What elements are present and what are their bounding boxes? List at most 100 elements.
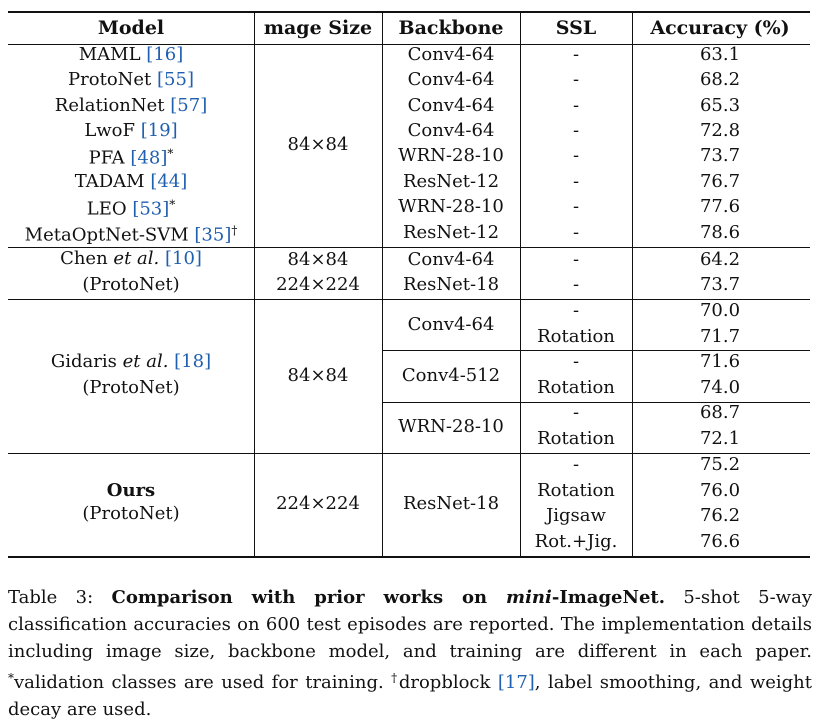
table-row-ssl: Rotation xyxy=(537,326,615,347)
table-row-ssl: - xyxy=(572,69,580,90)
table-row-ssl: Rotation xyxy=(537,428,615,449)
group3-model-line2: (ProtoNet) xyxy=(82,377,180,398)
table-row-ssl: - xyxy=(572,44,580,65)
table-row-acc: 70.0 xyxy=(699,300,741,321)
group4-backbone: ResNet-18 xyxy=(402,493,500,514)
citation-link[interactable]: [44] xyxy=(150,171,188,192)
block-backbone: WRN-28-10 xyxy=(398,416,504,437)
citation-link[interactable]: [10] xyxy=(164,248,202,269)
group1-size: 84×84 xyxy=(287,134,349,155)
table-row-acc: 64.2 xyxy=(699,249,741,270)
group-rule-1 xyxy=(8,247,810,248)
header-backbone: Backbone xyxy=(398,17,504,39)
citation-link[interactable]: [55] xyxy=(157,69,194,90)
table-row-backbone: Conv4-64 xyxy=(407,95,495,116)
group4-model-line2: (ProtoNet) xyxy=(82,503,180,524)
citation-link[interactable]: [16] xyxy=(146,44,184,65)
header-accuracy: Accuracy (%) xyxy=(650,17,790,39)
block-backbone: Conv4-64 xyxy=(407,314,495,335)
table-row-ssl: - xyxy=(572,454,580,475)
table-row-model: ProtoNet [55] xyxy=(68,69,194,91)
model-name: MetaOptNet-SVM xyxy=(24,224,195,246)
model-etal: et al. xyxy=(113,248,160,269)
caption-text: 5-shot 5-way classification accuracies o… xyxy=(8,587,812,662)
group4-size: 224×224 xyxy=(276,493,360,514)
table-row-acc: 74.0 xyxy=(699,377,741,398)
block-rule-1 xyxy=(382,350,810,351)
table-row-ssl: - xyxy=(572,196,580,217)
caption-title: Comparison with prior works on mini-Imag… xyxy=(111,587,665,608)
table-row-model: MetaOptNet-SVM [35]† xyxy=(25,220,238,247)
citation-link[interactable]: [48] xyxy=(130,147,168,169)
table-row-backbone: Conv4-64 xyxy=(407,249,495,270)
table-row-backbone: WRN-28-10 xyxy=(398,145,504,166)
table-row-acc: 72.8 xyxy=(699,120,741,141)
citation-link[interactable]: [17] xyxy=(497,672,535,693)
caption-text: , label smoothing, and weight decay are … xyxy=(8,672,813,720)
model-name: MAML xyxy=(78,44,147,65)
table-row-backbone: ResNet-12 xyxy=(402,222,500,243)
table-row-acc: 77.6 xyxy=(699,196,741,217)
table-row-backbone: WRN-28-10 xyxy=(398,196,504,217)
col-divider-3 xyxy=(520,12,521,556)
table-row-backbone: Conv4-64 xyxy=(407,69,495,90)
col-divider-1 xyxy=(254,12,255,556)
table-row-acc: 71.6 xyxy=(699,351,741,372)
group3-model-line1: Gidaris et al. [18] xyxy=(51,351,211,373)
table-row-acc: 68.7 xyxy=(699,402,741,423)
model-name: RelationNet xyxy=(54,95,171,116)
group2-model-line2: (ProtoNet) xyxy=(82,274,180,295)
table-row-acc: 76.2 xyxy=(699,505,741,526)
footnote-mark: † xyxy=(231,223,238,238)
group3-size: 84×84 xyxy=(287,365,349,386)
header-image-size: mage Size xyxy=(263,17,373,39)
table-row-ssl: - xyxy=(572,222,580,243)
table-row-ssl: - xyxy=(572,95,580,116)
table-row-backbone: ResNet-18 xyxy=(402,274,500,295)
table-caption: Table 3: Comparison with prior works on … xyxy=(8,584,812,723)
model-name: ProtoNet xyxy=(68,69,158,90)
block-backbone: Conv4-512 xyxy=(401,365,501,386)
citation-link[interactable]: [19] xyxy=(140,120,178,141)
table-row-acc: 68.2 xyxy=(699,69,741,90)
model-name: LEO xyxy=(86,198,133,220)
table-row-backbone: Conv4-64 xyxy=(407,44,495,65)
citation-link[interactable]: [18] xyxy=(174,351,212,372)
table-row-ssl: Rot.+Jig. xyxy=(534,531,618,552)
top-rule xyxy=(8,11,810,13)
model-name: Chen xyxy=(60,248,114,269)
group2-model-line1: Chen et al. [10] xyxy=(60,248,202,270)
caption-text: validation classes are used for training… xyxy=(14,672,392,693)
table-row-acc: 63.1 xyxy=(699,44,741,65)
footnote-mark: * xyxy=(167,146,174,161)
citation-link[interactable]: [57] xyxy=(170,95,208,116)
footnote-mark: † xyxy=(391,671,399,685)
table-row-ssl: - xyxy=(572,300,580,321)
bottom-rule xyxy=(8,556,810,558)
caption-text: dropblock xyxy=(398,672,498,693)
table-row-model: RelationNet [57] xyxy=(55,95,207,117)
table-row-backbone: ResNet-12 xyxy=(402,171,500,192)
table-row-ssl: Rotation xyxy=(537,377,615,398)
table-row-ssl: Rotation xyxy=(537,480,615,501)
table-row-acc: 76.7 xyxy=(699,171,741,192)
table-row-ssl: - xyxy=(572,249,580,270)
table-row-acc: 71.7 xyxy=(699,326,741,347)
col-divider-4 xyxy=(632,12,633,556)
header-rule xyxy=(8,44,810,45)
caption-label: Table 3: xyxy=(8,587,112,608)
block-rule-2 xyxy=(382,402,810,403)
header-model: Model xyxy=(97,17,165,39)
table-row-backbone: Conv4-64 xyxy=(407,120,495,141)
footnote-mark: * xyxy=(8,671,14,685)
table-row-size: 224×224 xyxy=(276,274,360,295)
citation-link[interactable]: [53] xyxy=(132,198,170,220)
header-ssl: SSL xyxy=(555,17,597,39)
table-row-acc: 65.3 xyxy=(699,95,741,116)
table-row-model: LwoF [19] xyxy=(84,120,177,142)
citation-link[interactable]: [35] xyxy=(194,224,232,246)
table-row-ssl: - xyxy=(572,351,580,372)
table-row-size: 84×84 xyxy=(287,249,349,270)
table-row-model: MAML [16] xyxy=(79,44,184,66)
